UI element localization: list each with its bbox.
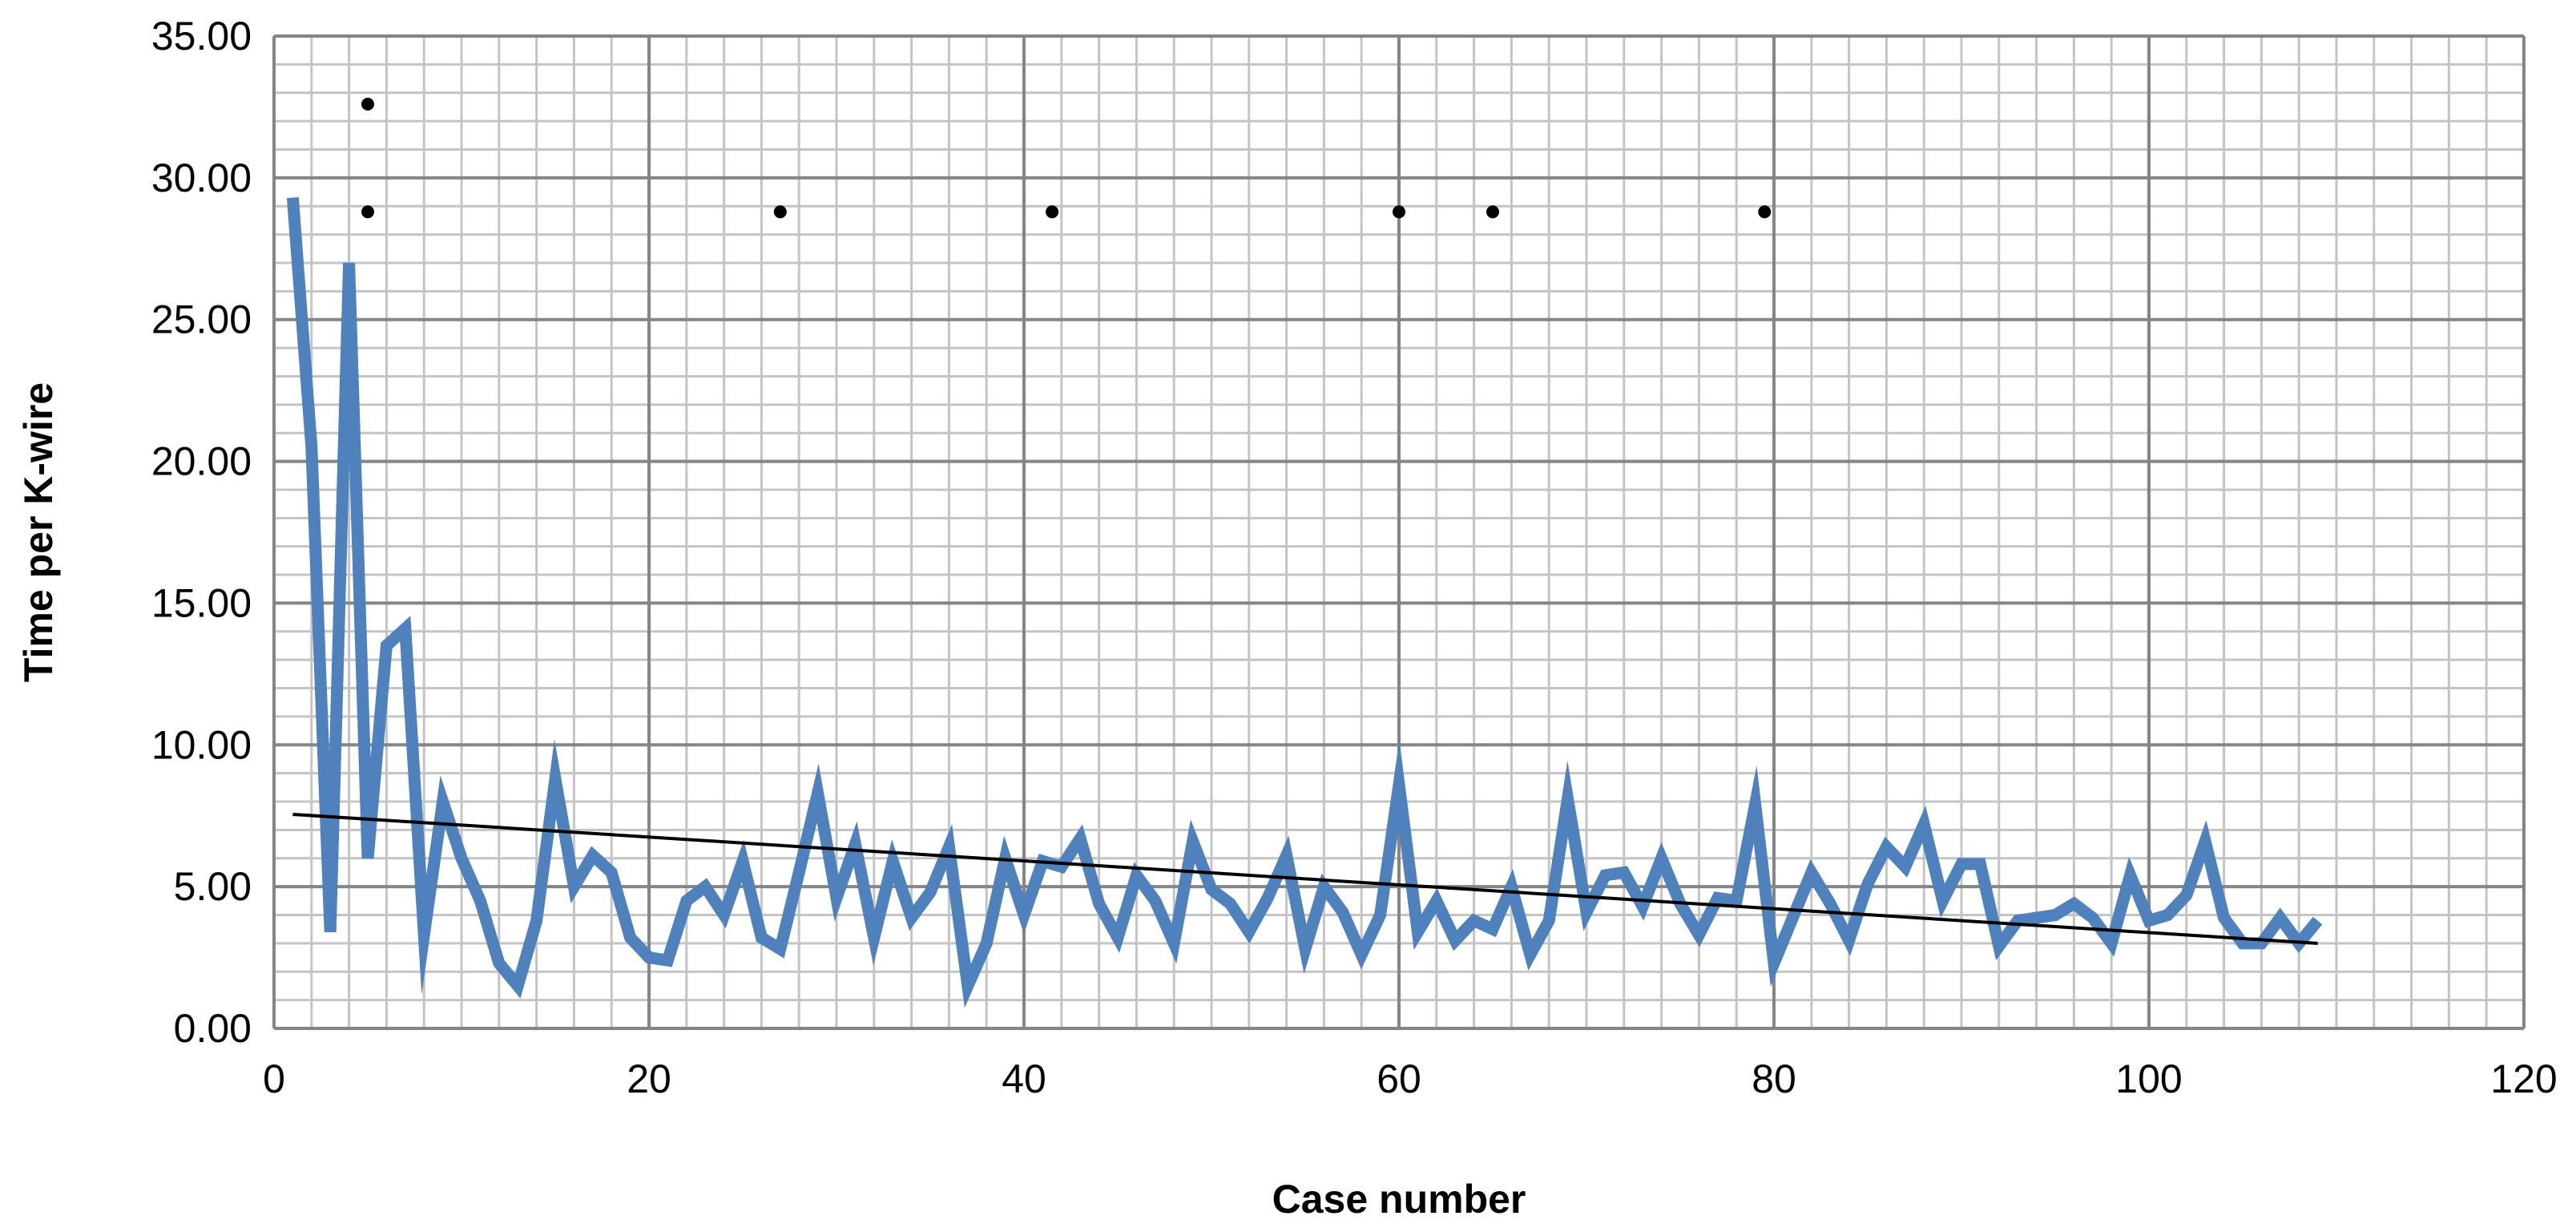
data-series-line bbox=[286, 197, 2323, 1008]
marker-point bbox=[361, 97, 374, 111]
y-tick-label: 10.00 bbox=[151, 722, 252, 767]
marker-point bbox=[361, 205, 374, 219]
marker-point bbox=[1758, 205, 1772, 219]
y-axis-tick-labels: 0.00 5.00 10.00 15.00 20.00 25.00 30.00 35.00 bbox=[151, 14, 252, 1051]
marker-point bbox=[773, 205, 787, 219]
x-tick-label: 40 bbox=[1002, 1056, 1046, 1101]
x-tick-label: 80 bbox=[1752, 1056, 1796, 1101]
y-tick-label: 0.00 bbox=[174, 1006, 252, 1051]
y-tick-label: 20.00 bbox=[151, 439, 252, 484]
x-axis-title: Case number bbox=[1272, 1177, 1526, 1222]
plot-series bbox=[286, 97, 2323, 1008]
y-tick-label: 25.00 bbox=[151, 297, 252, 342]
x-tick-label: 60 bbox=[1377, 1056, 1421, 1101]
marker-point bbox=[1486, 205, 1499, 219]
x-tick-label: 100 bbox=[2115, 1056, 2182, 1101]
x-tick-label: 0 bbox=[263, 1056, 285, 1101]
x-tick-label: 120 bbox=[2490, 1056, 2557, 1101]
y-tick-label: 15.00 bbox=[151, 580, 252, 625]
x-axis-tick-labels: 0 20 40 60 80 100 120 bbox=[263, 1056, 2558, 1101]
x-tick-label: 20 bbox=[627, 1056, 671, 1101]
trendline bbox=[292, 812, 2318, 945]
y-tick-label: 30.00 bbox=[151, 156, 252, 200]
y-axis-title: Time per K-wire bbox=[16, 382, 61, 682]
y-tick-label: 35.00 bbox=[151, 14, 252, 59]
major-gridlines bbox=[272, 34, 2526, 1030]
y-tick-label: 5.00 bbox=[174, 864, 252, 909]
marker-point bbox=[1393, 205, 1405, 219]
marker-point bbox=[1046, 205, 1059, 219]
